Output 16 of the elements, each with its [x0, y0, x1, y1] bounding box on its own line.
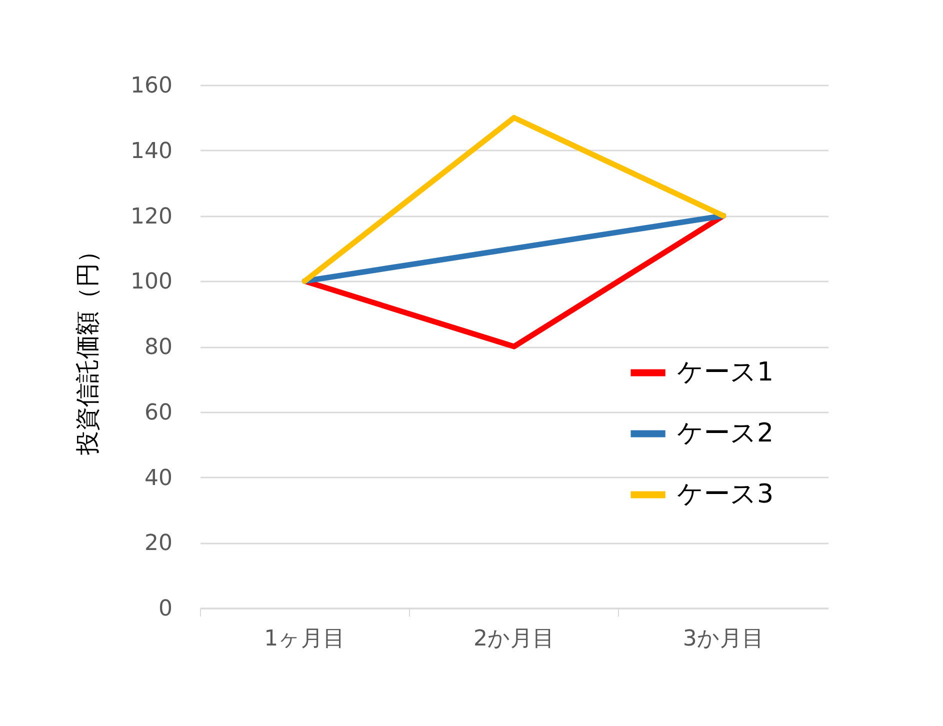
y-tick-label: 40: [144, 466, 172, 491]
x-tick-label: 1ヶ月目: [264, 626, 346, 652]
y-tick-label: 20: [144, 531, 172, 556]
legend-label: ケース1: [677, 358, 774, 388]
y-tick-label: 140: [130, 138, 172, 164]
y-tick-label: 0: [158, 596, 172, 622]
legend-label: ケース2: [677, 418, 774, 449]
y-tick-label: 160: [130, 74, 172, 98]
y-axis-title: 投資信託価額（円）: [74, 239, 102, 456]
y-tick-label: 80: [144, 335, 172, 360]
y-tick-label: 120: [130, 204, 172, 230]
y-tick-label: 60: [144, 400, 172, 426]
x-tick-label: 3か月目: [682, 626, 764, 652]
legend-label: ケース3: [677, 480, 774, 510]
x-tick-label: 2か月目: [474, 626, 554, 652]
y-tick-label: 100: [130, 270, 172, 295]
